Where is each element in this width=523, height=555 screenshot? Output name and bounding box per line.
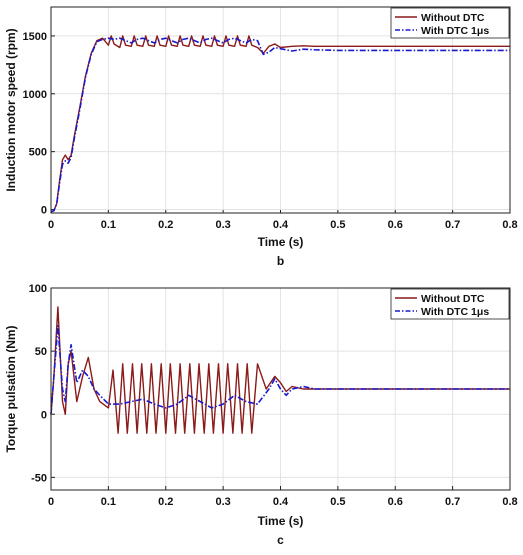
x-tick-label: 0.7: [445, 496, 460, 508]
series-line-without-dtc: [50, 306, 510, 434]
x-tick-label: 0: [48, 496, 54, 508]
x-tick-label: 0.5: [330, 496, 345, 508]
x-tick-label: 0.2: [158, 496, 173, 508]
y-tick-label: 1500: [23, 31, 47, 43]
y-tick-label: 50: [35, 346, 47, 358]
x-tick-label: 0.7: [445, 219, 460, 231]
y-tick-label: -50: [31, 472, 47, 484]
y-tick-label: 0: [41, 205, 47, 217]
panel-caption: b: [277, 254, 284, 268]
legend-label: With DTC 1μs: [421, 306, 489, 318]
legend-label: With DTC 1μs: [421, 25, 489, 37]
x-tick-label: 0.8: [502, 219, 517, 231]
x-tick-label: 0.1: [101, 496, 116, 508]
panel-caption: c: [277, 533, 284, 547]
x-tick-label: 0.2: [158, 219, 173, 231]
x-axis-label: Time (s): [258, 514, 304, 528]
y-tick-label: 500: [29, 147, 47, 159]
legend-box: [390, 288, 510, 320]
y-axis-label: Induction motor speed (rpm): [4, 28, 18, 191]
x-tick-label: 0.3: [215, 219, 230, 231]
legend-label: Without DTC: [421, 293, 485, 305]
x-tick-label: 0.4: [273, 496, 289, 508]
chart-panel-b: 0 0.1 0.2 0.3 0.4 0.5 0.6 0.7 0.8 0 500 1000 1500 Wit…: [4, 6, 518, 268]
legend-label: Without DTC: [421, 12, 485, 24]
x-tick-label: 0.6: [388, 219, 403, 231]
axes-frame: [50, 6, 511, 214]
x-tick-label: 0.3: [215, 496, 230, 508]
x-axis-label: Time (s): [258, 235, 304, 249]
chart-panel-c: 0 0.1 0.2 0.3 0.4 0.5 0.6 0.7 0.8-50050100Withou…: [4, 283, 518, 547]
x-tick-label: 0.8: [502, 496, 517, 508]
y-tick-label: 100: [29, 283, 47, 295]
x-tick-label: 0.4: [273, 219, 289, 231]
y-tick-label: 1000: [23, 89, 47, 101]
x-tick-label: 0.1: [101, 219, 116, 231]
y-tick-label: 0: [41, 409, 47, 421]
x-tick-label: 0.5: [330, 219, 345, 231]
axes-frame: [50, 287, 511, 491]
x-tick-label: 0.6: [388, 496, 403, 508]
x-tick-label: 0: [48, 219, 54, 231]
y-axis-label: Torque pulsation (Nm): [4, 325, 18, 452]
series-line-with-dtc: [50, 325, 510, 415]
legend-box: [390, 7, 510, 39]
series-line-with-dtc: [50, 37, 510, 213]
